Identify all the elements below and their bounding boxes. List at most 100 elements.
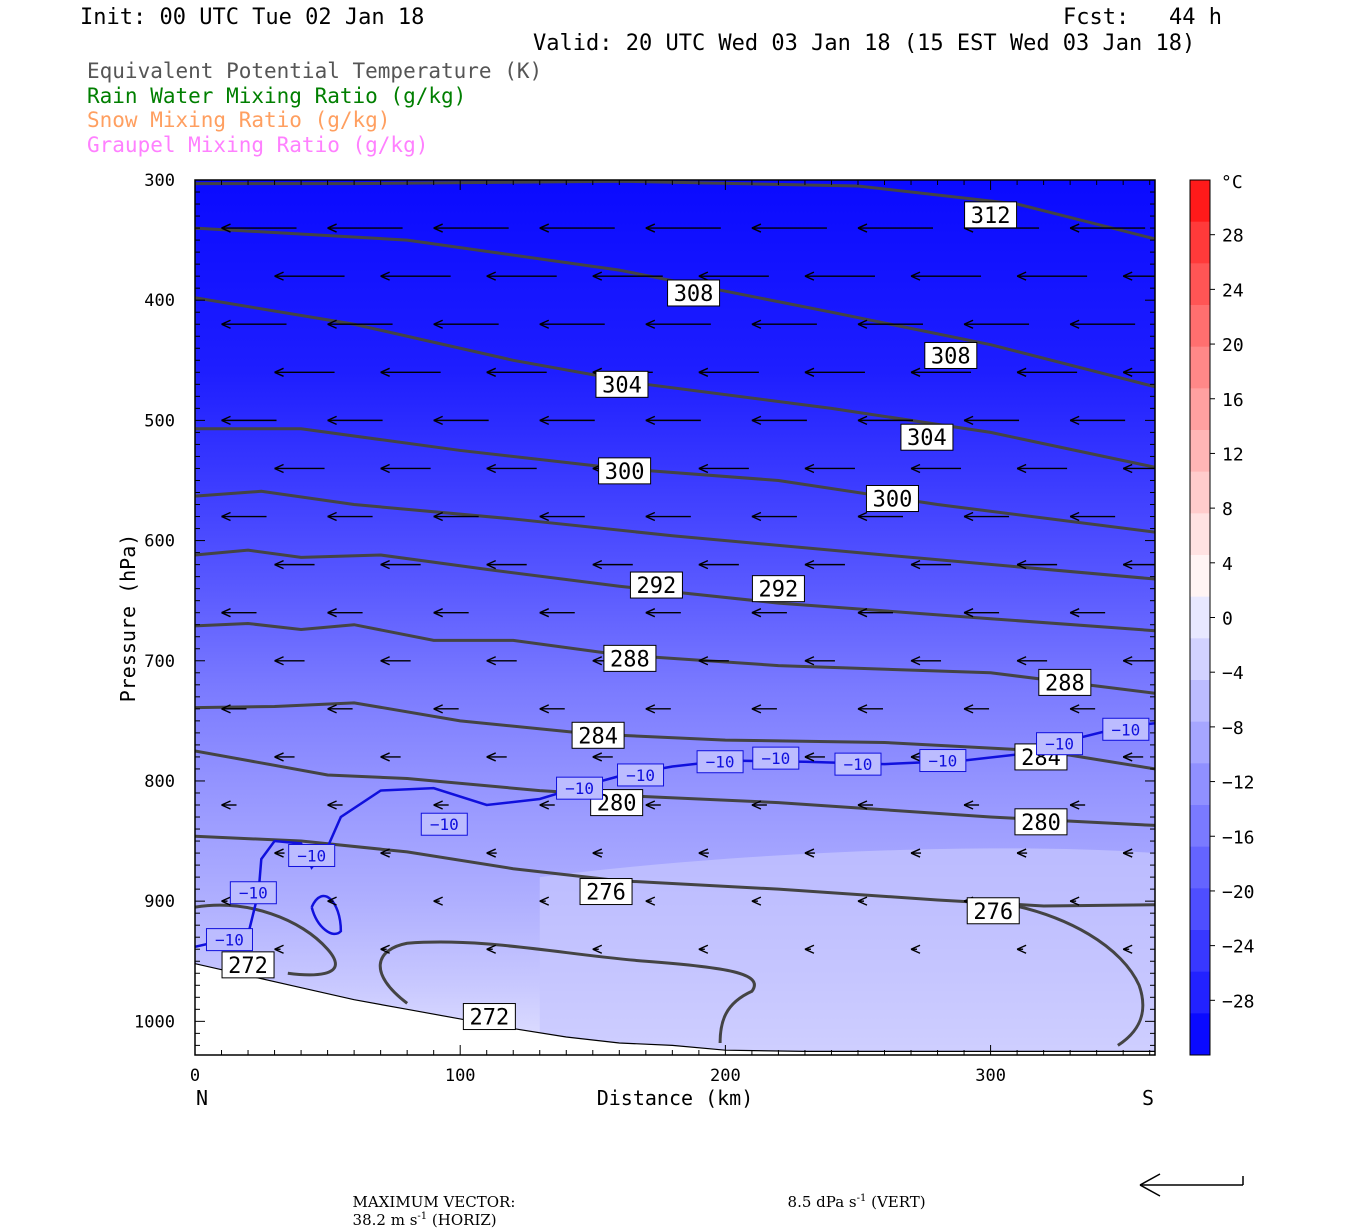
theta-e-contour-292 xyxy=(195,548,1155,633)
wind-vector-head xyxy=(274,367,284,377)
wind-vector-head xyxy=(380,559,390,570)
wind-vector-head xyxy=(327,319,337,329)
y-tick-label: 1000 xyxy=(134,1012,175,1032)
wind-vector-head xyxy=(1069,800,1080,810)
wind-vector-head xyxy=(274,848,284,858)
wind-vector-head xyxy=(910,752,921,762)
colorbar-swatch xyxy=(1190,638,1210,681)
theta-e-label-304-box xyxy=(900,423,954,451)
wind-vector-head xyxy=(1016,848,1027,858)
horiz-exp: -1 xyxy=(417,1211,428,1222)
init-time: Init: 00 UTC Tue 02 Jan 18 xyxy=(80,5,425,30)
theta-e-label-272: 272 xyxy=(228,954,268,979)
theta-e-label-288: 288 xyxy=(1045,671,1085,696)
wind-vector-head xyxy=(486,752,496,762)
isotherm-label-box xyxy=(752,746,800,770)
theta-e-label-300: 300 xyxy=(605,460,645,485)
wind-vector-head xyxy=(804,848,815,858)
wind-vector-head xyxy=(963,415,974,426)
wind-vector-head xyxy=(221,415,231,426)
theta-e-label-288-box xyxy=(1038,668,1092,696)
axes: 0 100 200 300 300 400 500 600 700 800 900 1000 Dista… xyxy=(116,171,1156,1110)
wind-vector-head xyxy=(592,656,603,666)
wind-vector-head xyxy=(327,608,337,618)
wind-vector-head xyxy=(963,608,974,618)
wind-vector-head xyxy=(857,608,868,618)
wind-vector-head xyxy=(380,944,390,954)
wind-vector-head xyxy=(645,608,656,618)
wind-vector-head xyxy=(486,271,496,281)
isotherm-label-box xyxy=(205,928,253,952)
wind-vector-head xyxy=(221,704,231,714)
isotherm-label-box xyxy=(1036,732,1084,756)
wind-vector-head xyxy=(486,656,496,666)
colorbar-swatch xyxy=(1190,596,1210,639)
theta-e-label-304: 304 xyxy=(602,373,642,398)
max-vector-vertical: 8.5 dPa s-1 (VERT) xyxy=(778,1175,926,1211)
wind-vector-head xyxy=(1069,223,1080,233)
wind-vector-head xyxy=(1016,463,1027,474)
wind-vector-head xyxy=(751,896,762,906)
wind-vector-head xyxy=(433,511,443,522)
theta-e-label-280-box xyxy=(1014,808,1068,836)
wind-vector-head xyxy=(1122,463,1133,474)
wind-vector-head xyxy=(433,800,443,810)
colorbar-label: −4 xyxy=(1222,663,1244,684)
wind-vector-head xyxy=(592,752,603,762)
wind-vector-head xyxy=(1069,704,1080,714)
wind-vector-head xyxy=(751,800,762,810)
wind-vector-head xyxy=(698,463,709,474)
wind-vector-head xyxy=(274,559,284,570)
wind-vector-head xyxy=(910,848,921,858)
wind-vector-head xyxy=(910,271,921,281)
isotherm-label: −10 xyxy=(239,884,268,903)
theta-e-label-292-box xyxy=(751,575,805,603)
wind-vector-head xyxy=(539,608,550,618)
wind-vector-head xyxy=(698,944,709,954)
wind-vector-head xyxy=(857,319,868,329)
wind-vector-head xyxy=(539,319,550,329)
theta-e-label-300: 300 xyxy=(873,488,913,513)
wind-vector-head xyxy=(645,704,656,714)
wind-vector-head xyxy=(221,223,231,233)
theta-e-label-308: 308 xyxy=(931,344,971,369)
isotherm-label: −10 xyxy=(1045,735,1074,754)
wind-vector-head xyxy=(1122,752,1133,762)
theta-e-label-292: 292 xyxy=(637,574,677,599)
theta-e-label-304: 304 xyxy=(907,426,947,451)
max-vector-horizontal: MAXIMUM VECTOR: 38.2 m s-1 (HORIZ) xyxy=(343,1175,516,1229)
colorbar-swatch xyxy=(1190,346,1210,389)
y-tick-label: 900 xyxy=(144,892,175,912)
colorbar-swatch xyxy=(1190,388,1210,431)
wind-vector-head xyxy=(274,271,284,281)
theta-e-label-308: 308 xyxy=(674,282,714,307)
wind-vector-head xyxy=(592,271,603,281)
wind-vector-head xyxy=(751,511,762,522)
colorbar-swatch xyxy=(1190,763,1210,806)
legend-rain-water: Rain Water Mixing Ratio (g/kg) xyxy=(87,84,467,108)
wind-vector-head xyxy=(1016,559,1027,570)
theta-e-label-288-box xyxy=(603,644,657,672)
y-tick-label: 600 xyxy=(144,532,175,552)
theta-e-label-276-box xyxy=(579,878,633,906)
wind-vector-head xyxy=(857,223,868,233)
wind-vector-head xyxy=(433,319,443,329)
valid-time: Valid: 20 UTC Wed 03 Jan 18 (15 EST Wed … xyxy=(533,31,1196,56)
wind-vector-head xyxy=(698,656,709,666)
wind-vector-head xyxy=(539,704,550,714)
legend-graupel: Graupel Mixing Ratio (g/kg) xyxy=(87,133,429,157)
wind-vector-head xyxy=(486,367,496,377)
wind-vector-head xyxy=(963,800,974,810)
wind-vector-head xyxy=(433,223,443,233)
colorbar-label: 12 xyxy=(1222,444,1244,465)
wind-vector-head xyxy=(1122,559,1133,570)
legend-snow: Snow Mixing Ratio (g/kg) xyxy=(87,108,391,132)
theta-e-label-284: 284 xyxy=(578,724,618,749)
isotherm-label-box xyxy=(420,812,468,836)
isotherm-label: −10 xyxy=(626,766,655,785)
wind-vector-head xyxy=(963,511,974,522)
isotherm-label: −10 xyxy=(430,815,459,834)
isotherm-label: −10 xyxy=(706,753,735,772)
isotherm-minus10-loop xyxy=(310,894,343,936)
wind-vector-head xyxy=(486,559,496,570)
